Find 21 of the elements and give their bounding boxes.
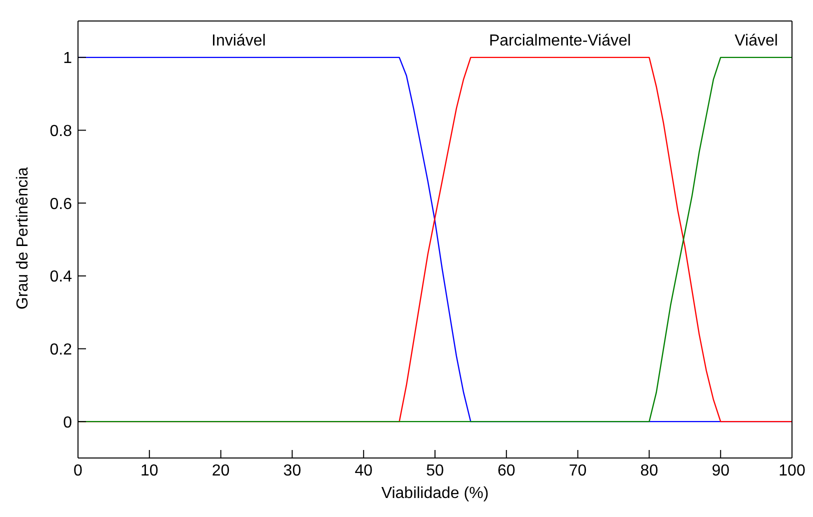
y-tick-label: 0.2 [50, 341, 72, 358]
x-tick-label: 20 [212, 462, 230, 480]
series-label: Inviável [212, 32, 266, 50]
y-tick-label: 0 [63, 414, 72, 432]
y-tick-label: 0.8 [50, 122, 72, 140]
x-tick-label: 100 [778, 462, 806, 480]
x-tick-label: 60 [498, 462, 516, 480]
x-tick-label: 90 [712, 462, 730, 480]
x-tick-label: 30 [283, 462, 302, 480]
x-tick-label: 40 [354, 462, 373, 480]
y-tick-label: 1 [63, 50, 72, 68]
y-axis-title: Grau de Pertinência [14, 167, 32, 310]
x-tick-label: 70 [568, 462, 587, 480]
series-label: Viável [734, 32, 778, 50]
x-axis-title: Viabilidade (%) [381, 485, 489, 502]
series-label: Parcialmente-Viável [488, 32, 631, 50]
y-tick-label: 0.6 [50, 196, 72, 213]
x-tick-label: 50 [426, 462, 444, 480]
x-tick-label: 10 [140, 462, 158, 480]
y-tick-label: 0.4 [50, 268, 72, 286]
x-tick-label: 80 [640, 462, 658, 480]
